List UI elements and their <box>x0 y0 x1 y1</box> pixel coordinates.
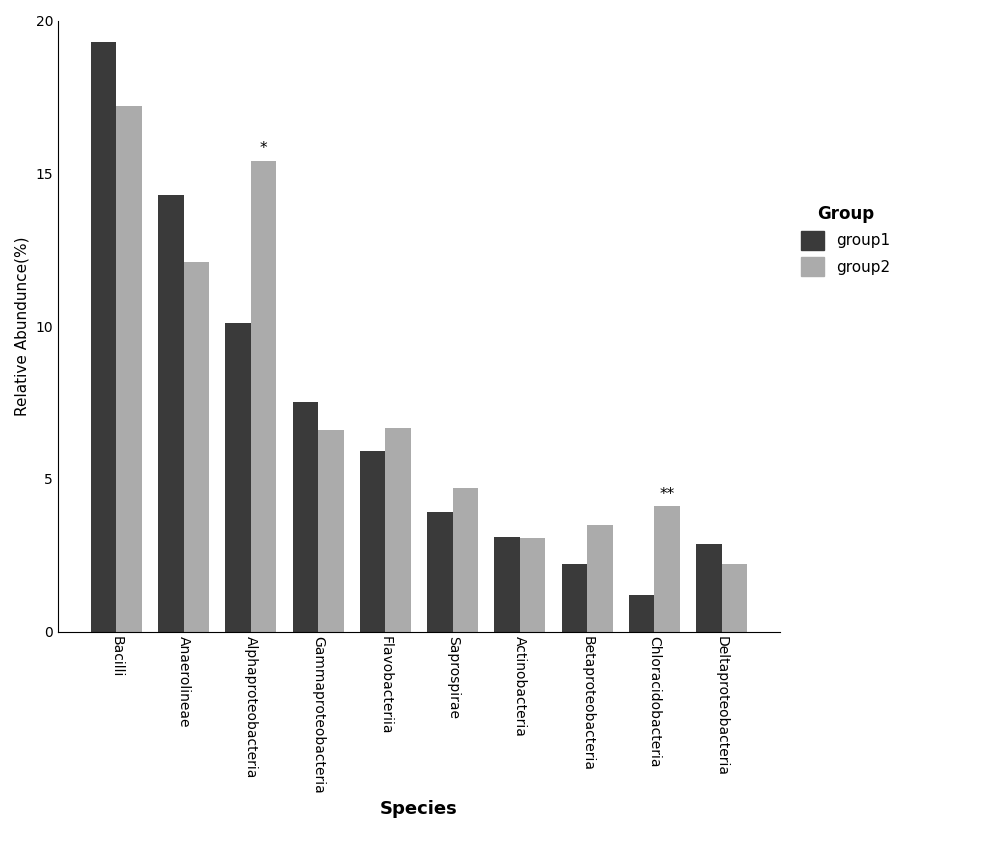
X-axis label: Species: Species <box>380 800 458 818</box>
Bar <box>225 323 251 632</box>
Bar <box>293 402 318 632</box>
Bar <box>116 106 142 632</box>
Bar <box>696 545 722 632</box>
Text: **: ** <box>660 487 675 502</box>
Bar <box>562 564 587 632</box>
Bar <box>494 537 520 632</box>
Bar <box>91 42 116 632</box>
Bar <box>158 195 184 632</box>
Bar <box>520 538 545 632</box>
Bar <box>251 161 276 632</box>
Bar <box>654 506 680 632</box>
Bar <box>629 594 654 632</box>
Bar <box>427 512 453 632</box>
Legend: group1, group2: group1, group2 <box>795 200 896 282</box>
Bar <box>318 430 344 632</box>
Bar <box>184 262 209 632</box>
Y-axis label: Relative Abundunce(%): Relative Abundunce(%) <box>15 237 30 416</box>
Bar <box>453 488 478 632</box>
Bar <box>360 451 385 632</box>
Text: *: * <box>260 141 267 157</box>
Bar <box>587 525 613 632</box>
Bar <box>722 564 747 632</box>
Bar <box>385 429 411 632</box>
